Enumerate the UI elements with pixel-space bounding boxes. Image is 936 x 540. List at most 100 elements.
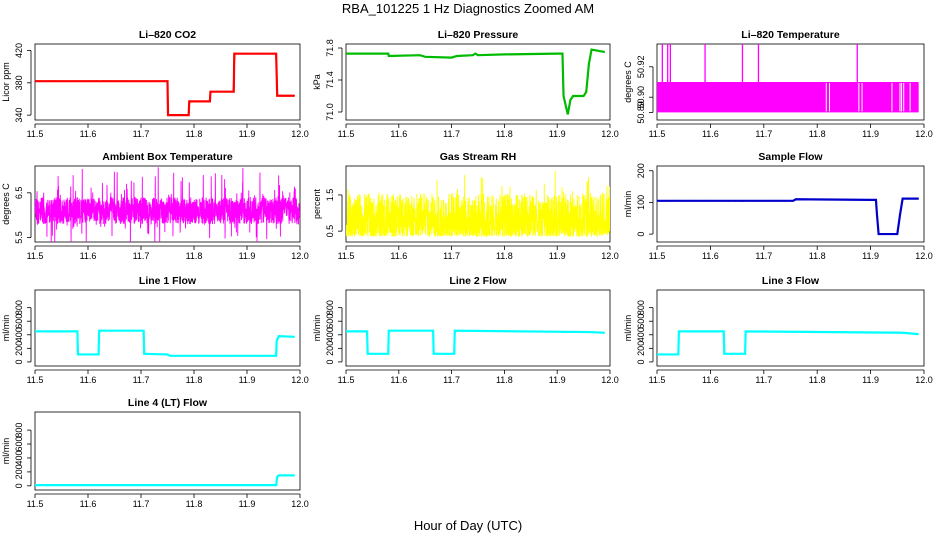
x-tick-label: 11.8: [186, 375, 203, 385]
series-line: [35, 167, 300, 242]
series-jitter: [657, 197, 919, 235]
y-tick-label: 400: [636, 327, 646, 342]
plot-frame: [34, 289, 301, 367]
x-tick-label: 11.8: [496, 129, 513, 139]
chart-title: Line 4 (LT) Flow: [128, 397, 208, 409]
y-axis-label: percent: [312, 188, 322, 219]
x-tick-label: 11.8: [809, 251, 826, 261]
x-tick-label: 11.9: [549, 129, 566, 139]
x-axis-common-label: Hour of Day (UTC): [413, 518, 523, 533]
chart-title: Sample Flow: [758, 151, 823, 163]
chart-panel-1: Li–820 CO2 Licor ppm 11.5 11.6 11.7 11.8 11.9 1…: [1, 29, 309, 139]
series-line: [346, 171, 610, 239]
series-line: [657, 330, 919, 356]
series-line: [35, 52, 295, 117]
chart-panel-3: Li–820 Temperature degrees C 11.5 11.6 11.7 1…: [623, 29, 933, 139]
y-tick-label: 400: [325, 327, 335, 342]
x-tick-label: 11.5: [338, 129, 355, 139]
x-tick-label: 11.5: [27, 499, 44, 509]
y-tick-label: 6.5: [14, 187, 24, 200]
plot-area: [657, 197, 919, 236]
x-tick-label: 11.7: [443, 375, 460, 385]
y-tick-label: 0: [636, 359, 646, 364]
chart-panel-8: Line 2 Flow ml/min 11.5 11.6 11.7 11.8 11.9 12.…: [312, 275, 619, 385]
plot-frame: [656, 165, 925, 243]
y-tick-label: 600: [14, 437, 24, 452]
y-tick-label: 400: [14, 327, 24, 342]
series-line: [35, 329, 295, 357]
y-tick-label: 50.92: [636, 56, 646, 79]
x-tick-label: 11.6: [80, 251, 97, 261]
plot-area: [35, 474, 295, 487]
plot-area: [35, 167, 300, 242]
x-tick-label: 11.6: [702, 251, 719, 261]
y-tick-label: 100: [636, 195, 646, 210]
y-axis-label: kPa: [312, 74, 322, 90]
y-tick-label: 200: [636, 341, 646, 356]
x-tick-label: 11.9: [862, 375, 879, 385]
series-line: [35, 474, 295, 487]
y-tick-label: 0.5: [325, 225, 335, 238]
x-tick-label: 12.0: [291, 251, 309, 261]
x-tick-label: 11.7: [755, 129, 772, 139]
x-tick-label: 11.9: [239, 251, 256, 261]
plot-area: [346, 329, 605, 355]
series-jitter: [35, 329, 295, 357]
series-jitter: [35, 52, 296, 117]
y-tick-label: 420: [14, 43, 24, 58]
plot-area: [346, 48, 606, 115]
x-tick-label: 11.5: [27, 129, 44, 139]
plot-area: [346, 171, 610, 239]
y-tick-label: 800: [14, 423, 24, 438]
y-axis-label: ml/min: [1, 315, 11, 342]
x-tick-label: 11.7: [133, 375, 150, 385]
plot-frame: [34, 411, 301, 491]
x-tick-label: 11.8: [496, 375, 513, 385]
y-axis-label: degrees C: [1, 183, 11, 225]
chart-panel-7: Line 1 Flow ml/min 11.5 11.6 11.7 11.8 11.9 12.…: [1, 275, 309, 385]
x-tick-label: 11.6: [390, 251, 407, 261]
y-axis-label: ml/min: [623, 315, 633, 342]
chart-panel-9: Line 3 Flow ml/min 11.5 11.6 11.7 11.8 11.9 12.…: [623, 275, 933, 385]
x-tick-label: 12.0: [915, 375, 933, 385]
series-band: [657, 82, 919, 113]
x-tick-label: 11.5: [649, 129, 666, 139]
y-tick-label: 71.8: [325, 39, 335, 57]
x-tick-label: 11.9: [549, 375, 566, 385]
x-tick-label: 11.9: [862, 129, 879, 139]
plot-frame: [345, 43, 611, 121]
y-tick-label: 600: [325, 314, 335, 329]
x-tick-label: 11.6: [80, 129, 97, 139]
chart-title: Line 2 Flow: [449, 275, 507, 287]
y-tick-label: 1.5: [325, 189, 335, 202]
x-tick-label: 11.6: [80, 499, 97, 509]
x-tick-label: 11.7: [443, 129, 460, 139]
x-tick-label: 11.6: [390, 129, 407, 139]
x-tick-label: 11.7: [755, 251, 772, 261]
x-tick-label: 11.6: [390, 375, 407, 385]
x-tick-label: 11.5: [649, 251, 666, 261]
x-tick-label: 11.7: [133, 499, 150, 509]
x-tick-label: 12.0: [915, 251, 933, 261]
y-tick-label: 400: [14, 450, 24, 465]
series-jitter: [35, 474, 295, 487]
x-tick-label: 11.8: [496, 251, 513, 261]
plot-frame: [345, 289, 611, 367]
y-tick-label: 600: [636, 314, 646, 329]
plot-area: [35, 329, 295, 357]
y-tick-label: 800: [636, 300, 646, 315]
x-tick-label: 12.0: [601, 375, 619, 385]
x-tick-label: 12.0: [291, 499, 309, 509]
x-tick-label: 11.7: [133, 251, 150, 261]
y-axis-label: ml/min: [623, 191, 633, 218]
y-tick-label: 50.89: [636, 101, 646, 124]
y-tick-label: 600: [14, 314, 24, 329]
x-tick-label: 11.6: [702, 375, 719, 385]
plot-area: [657, 44, 919, 113]
y-tick-label: 800: [325, 300, 335, 315]
x-tick-label: 11.5: [338, 251, 355, 261]
x-tick-label: 11.9: [549, 251, 566, 261]
x-tick-label: 12.0: [291, 375, 309, 385]
y-tick-label: 0: [14, 483, 24, 488]
